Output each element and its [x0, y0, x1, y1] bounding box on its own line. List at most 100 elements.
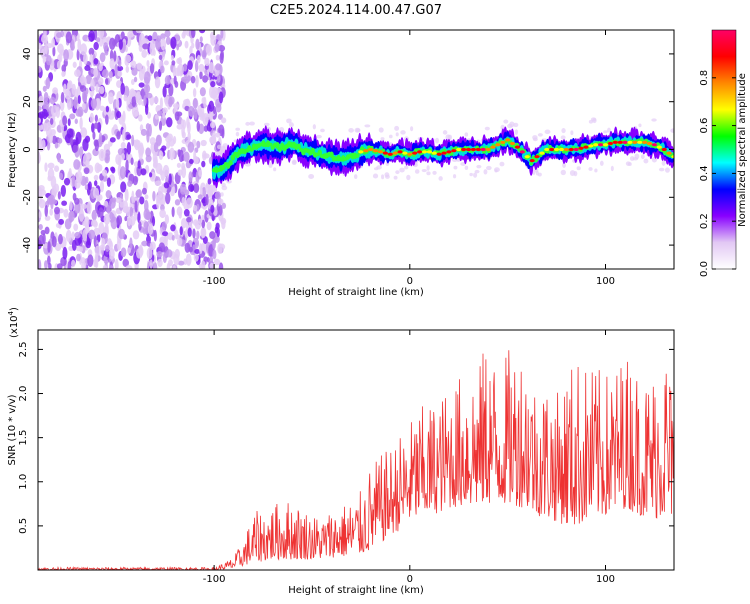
heatmap-noise-cell: [197, 194, 203, 200]
snr-panel: -100 0 100 0.5 1.0 1.5 2.0 2.5 Height of strai…: [7, 307, 675, 596]
heatmap-noise-cell: [142, 38, 150, 46]
heatmap-noise-cell: [199, 70, 203, 80]
heatmap-noise-cell: [115, 197, 122, 204]
snr-y-tick-label: 1.5: [18, 430, 29, 446]
heatmap-noise-cell: [221, 219, 226, 230]
heatmap-noise-cell: [79, 85, 87, 93]
heatmap-x-ticks: -100 0 100: [203, 30, 615, 287]
heatmap-noise-cell: [44, 42, 48, 55]
heatmap-noise-cell: [176, 123, 183, 130]
heatmap-noise-cell: [86, 201, 92, 215]
heatmap-halo-cell: [249, 121, 255, 126]
heatmap-noise-cell: [201, 160, 206, 168]
heatmap-noise-cell: [106, 204, 111, 214]
heatmap-halo-cell: [245, 121, 250, 126]
heatmap-noise-cell: [196, 120, 200, 132]
heatmap-noise-cell: [67, 261, 72, 269]
heatmap-noise-cell: [72, 144, 79, 153]
heatmap-peak-cell: [578, 146, 584, 150]
heatmap-noise-cell: [193, 156, 199, 165]
heatmap-noise-cell: [163, 60, 169, 66]
heatmap-noise-cell: [219, 52, 224, 64]
heatmap-halo-cell: [661, 160, 666, 166]
heatmap-noise-cell: [84, 65, 91, 71]
heatmap-noise-cell: [181, 131, 186, 139]
heatmap-peak-cell: [490, 145, 496, 149]
heatmap-noise-cell: [71, 231, 75, 240]
snr-x-ticks: -100 0 100: [203, 330, 615, 585]
heatmap-noise-cell: [171, 206, 175, 218]
heatmap-noise-cell: [74, 197, 80, 205]
heatmap-noise-cell: [98, 221, 105, 235]
heatmap-noise-cell: [177, 260, 185, 266]
heatmap-noise-cell: [122, 128, 126, 142]
heatmap-noise-cell: [209, 256, 214, 265]
heatmap-halo-cell: [438, 176, 443, 181]
heatmap-noise-cell: [44, 260, 48, 269]
heatmap-noise-cell: [51, 135, 58, 145]
heatmap-peak-cell: [646, 141, 653, 146]
heatmap-noise-cell: [196, 140, 201, 149]
heatmap-noise-cell: [147, 35, 153, 42]
heatmap-noise-cell: [119, 166, 127, 180]
heatmap-noise-cell: [63, 49, 69, 62]
heatmap-noise-cell: [46, 54, 52, 66]
heatmap-noise-cell: [192, 97, 198, 109]
heatmap-halo-cell: [235, 131, 240, 137]
heatmap-noise-cell: [105, 244, 110, 252]
heatmap-noise-cell: [103, 42, 109, 51]
heatmap-noise-cell: [171, 60, 176, 66]
heatmap-peak-cell: [651, 143, 658, 147]
heatmap-halo-cell: [263, 122, 270, 127]
heatmap-noise-cell: [75, 109, 83, 117]
heatmap-halo-cell: [507, 123, 513, 129]
heatmap-noise-cell: [82, 229, 88, 242]
heatmap-noise-cell: [119, 201, 125, 208]
heatmap-ridge-cell: [533, 157, 539, 163]
heatmap-halo-cell: [288, 122, 294, 128]
heatmap-noise-cell: [88, 181, 92, 191]
heatmap-noise-cell: [201, 49, 207, 60]
heatmap-ridge-cell: [355, 153, 360, 158]
heatmap-noise-cell: [135, 189, 142, 198]
heatmap-noise-cell: [111, 167, 116, 174]
heatmap-peak-cell: [524, 155, 530, 159]
heatmap-noise-cell: [164, 30, 171, 38]
heatmap-y-axis-label: Frequency (Hz): [7, 112, 18, 188]
heatmap-noise-cell: [79, 246, 83, 253]
heatmap-noise-cell: [156, 196, 160, 210]
heatmap-noise-cell: [212, 237, 216, 250]
heatmap-peak-cell: [505, 138, 511, 142]
heatmap-noise-cell: [91, 220, 95, 227]
heatmap-halo-cell: [560, 135, 566, 140]
heatmap-noise-cell: [205, 44, 213, 56]
heatmap-peak-cell: [441, 151, 447, 155]
heatmap-halo-cell: [513, 122, 519, 128]
heatmap-peak-cell: [402, 151, 408, 155]
heatmap-noise-cell: [191, 42, 195, 49]
heatmap-halo-cell: [452, 174, 457, 179]
heatmap-noise-cell: [116, 215, 123, 225]
heatmap-noise-cell: [165, 117, 173, 128]
heatmap-noise-cell: [120, 142, 126, 149]
heatmap-noise-cell: [208, 85, 216, 99]
heatmap-noise-cell: [168, 138, 175, 147]
heatmap-halo-cell: [394, 125, 400, 131]
heatmap-peak-cell: [539, 151, 545, 155]
heatmap-noise-cell: [68, 167, 72, 178]
heatmap-noise-cell: [54, 165, 60, 173]
heatmap-halo-cell: [532, 137, 538, 142]
heatmap-noise-cell: [95, 83, 99, 93]
heatmap-peak-cell: [358, 150, 364, 154]
heatmap-noise-cell: [173, 75, 177, 85]
heatmap-halo-cell: [385, 174, 390, 179]
heatmap-peak-cell: [519, 150, 525, 154]
snr-y-tick-label: 2.0: [18, 386, 29, 402]
heatmap-noise-cell: [159, 168, 163, 176]
heatmap-noise-cell: [121, 153, 125, 161]
heatmap-peak-cell: [642, 140, 648, 144]
heatmap-noise-cell: [126, 141, 132, 155]
heatmap-noise-cell: [143, 221, 149, 229]
heatmap-noise-cell: [163, 182, 170, 189]
heatmap-noise-cell: [111, 110, 115, 116]
